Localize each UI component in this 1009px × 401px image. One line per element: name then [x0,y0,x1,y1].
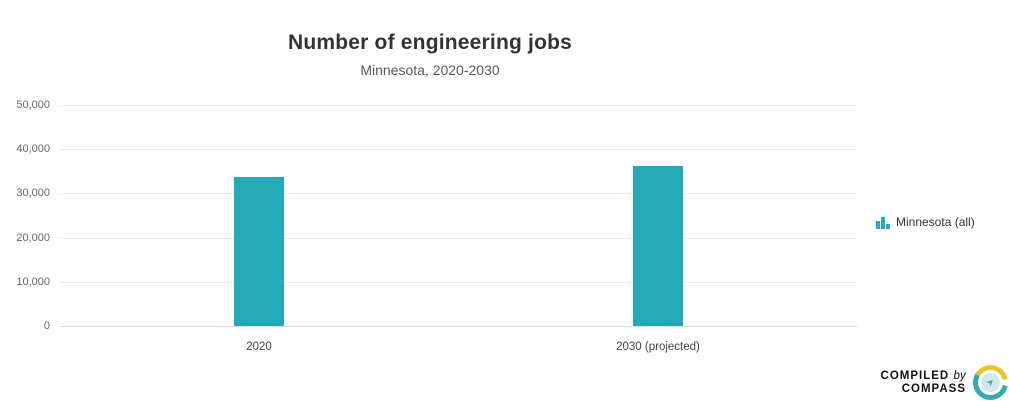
gridline [60,105,857,106]
compass-needle-icon: ➤ [983,375,997,389]
footer-by-label: by [953,369,966,382]
footer-compiled-label: Compiled [880,369,950,382]
legend-item-minnesota[interactable]: Minnesota (all) [876,215,975,229]
gridline [60,238,857,239]
gridline [60,149,857,150]
chart-title: Number of engineering jobs [287,31,573,54]
y-axis-tick-label: 20,000 [16,232,50,244]
footer-branding: Compiled by Compass ➤ [881,365,1008,400]
compass-logo-icon: ➤ [973,365,1008,400]
gridline [60,326,857,327]
legend-label: Minnesota (all) [896,215,975,229]
bar-chart-icon [876,216,890,229]
logo-inner-disc: ➤ [981,373,1000,392]
footer-credit-text: Compiled by Compass [881,370,966,396]
x-axis-tick-label: 2030 (projected) [616,341,700,353]
logo-gap-ring: ➤ [978,370,1003,395]
x-axis-tick-label: 2020 [246,341,272,353]
y-axis-tick-label: 50,000 [16,99,50,111]
y-axis-tick-label: 0 [43,320,50,332]
bar-2020[interactable] [234,177,284,326]
y-axis-tick-label: 10,000 [16,276,50,288]
y-axis-tick-label: 40,000 [16,143,50,155]
footer-compass-label: Compass [901,382,966,395]
gridline [60,282,857,283]
y-axis-tick-label: 30,000 [16,187,50,199]
bar-2030-projected-[interactable] [633,166,683,326]
chart-subtitle: Minnesota, 2020-2030 [360,62,500,78]
gridline [60,193,857,194]
